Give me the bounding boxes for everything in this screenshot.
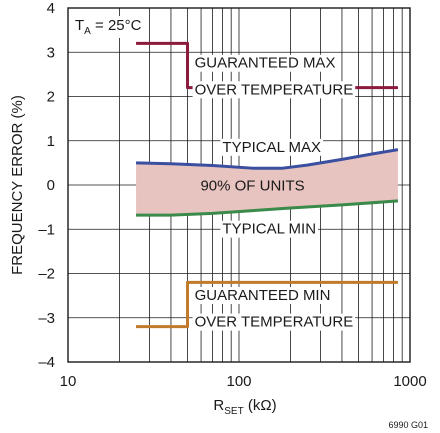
y-axis-label: FREQUENCY ERROR (%)	[9, 95, 26, 275]
condition-label: TA = 25°C	[75, 17, 142, 37]
annotation-bg	[220, 138, 324, 156]
annotation-gmin2: OVER TEMPERATURE	[195, 314, 354, 331]
annotation-gmin1: GUARANTEED MIN	[195, 287, 331, 304]
annotation-bg	[192, 81, 356, 99]
y-tick-label: 0	[47, 177, 55, 194]
y-tick-label: –3	[38, 310, 55, 327]
annotation-layer: GUARANTEED MAX OVER TEMPERATURE TYPICAL MA…	[192, 54, 356, 331]
plot-frame	[67, 7, 411, 363]
annotation-bg	[220, 220, 319, 238]
annotation-gmax2: OVER TEMPERATURE	[195, 81, 354, 98]
y-tick-label: –2	[38, 266, 55, 283]
annotation-tmin: TYPICAL MIN	[222, 221, 316, 238]
y-tick-label: 3	[47, 44, 55, 61]
series-typical-min	[136, 199, 399, 217]
annotation-bg	[192, 287, 333, 305]
figure-id: 6990 G01	[388, 420, 428, 430]
y-tick-label: 4	[47, 0, 55, 17]
annotation-bg	[198, 177, 307, 195]
annotation-gmax1: GUARANTEED MAX	[195, 55, 336, 72]
annotation-units: 90% OF UNITS	[200, 177, 304, 194]
annotation-bg	[192, 313, 356, 331]
annotation-bg	[192, 54, 338, 72]
condition-label-bg	[72, 16, 145, 38]
series-guaranteed-min	[136, 280, 398, 329]
y-tick-label: 1	[47, 133, 55, 150]
y-tick-label: –4	[38, 354, 55, 371]
x-tick-label: 10	[60, 373, 77, 390]
series-typical-max	[136, 148, 399, 170]
x-tick-label: 100	[226, 373, 251, 390]
x-axis-label: RSET (kΩ)	[213, 397, 276, 417]
annotation-tmax: TYPICAL MAX	[222, 139, 321, 156]
y-tick-label: 2	[47, 89, 55, 106]
y-tick-label: –1	[38, 221, 55, 238]
x-tick-label: 1000	[393, 373, 426, 390]
